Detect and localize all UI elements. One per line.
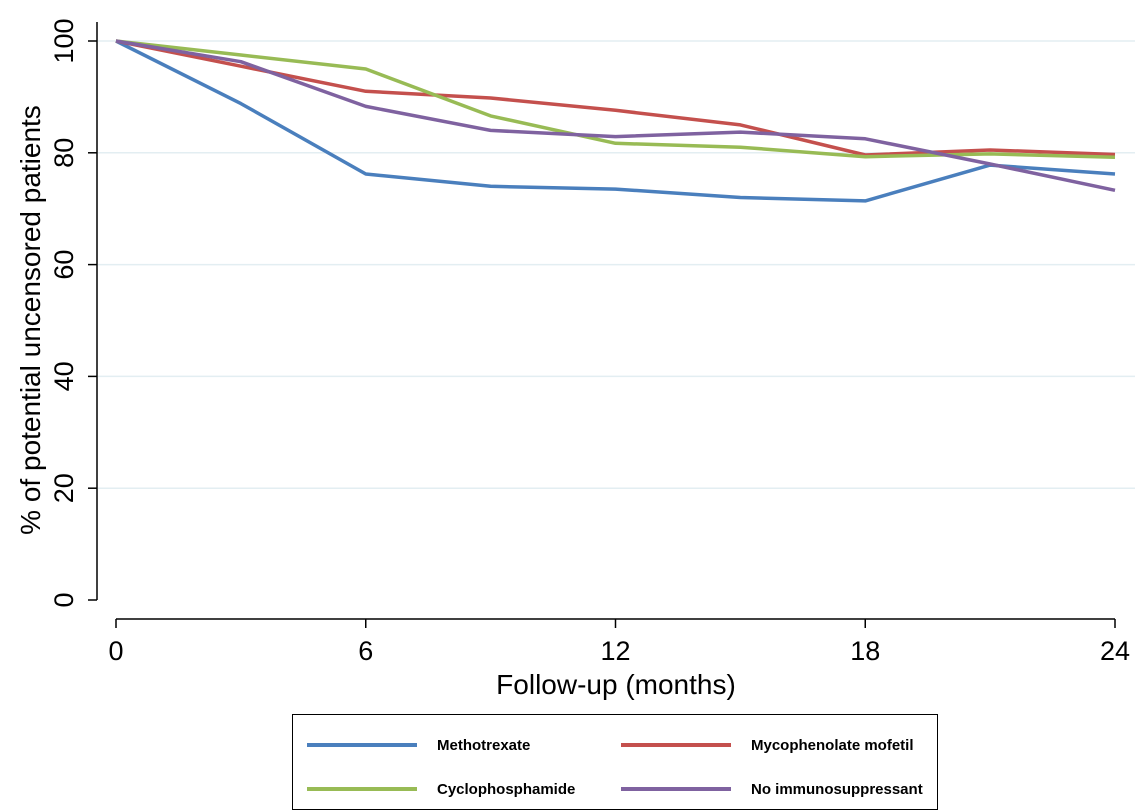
legend-swatch xyxy=(621,743,731,747)
y-tick-label: 20 xyxy=(49,473,79,503)
legend-label: No immunosuppressant xyxy=(751,780,923,798)
series-line-cyclophosphamide xyxy=(115,39,1116,160)
x-tick-label: 6 xyxy=(358,636,373,666)
series-lines xyxy=(115,39,1116,203)
y-tick-label: 100 xyxy=(49,18,79,63)
legend-swatch xyxy=(307,743,417,747)
x-tick-label: 18 xyxy=(850,636,880,666)
legend-item: Methotrexate xyxy=(307,735,530,755)
series-line-mycophenolate-mofetil xyxy=(115,39,1116,157)
legend-item: Cyclophosphamide xyxy=(307,779,575,799)
legend-label: Mycophenolate mofetil xyxy=(751,736,914,754)
series-line-no-immunosuppressant xyxy=(115,39,1116,193)
legend: Methotrexate Mycophenolate mofetil Cycloph… xyxy=(292,714,938,810)
x-tick-label: 0 xyxy=(108,636,123,666)
legend-swatch xyxy=(307,787,417,791)
legend-item: No immunosuppressant xyxy=(621,779,923,799)
x-axis-title: Follow-up (months) xyxy=(496,669,736,700)
ticks: 0 20 40 60 80 100 0 6 12 18 24 xyxy=(49,18,1130,666)
legend-label: Cyclophosphamide xyxy=(437,780,576,798)
axes xyxy=(96,22,1115,620)
y-tick-label: 0 xyxy=(49,592,79,607)
x-tick-label: 24 xyxy=(1100,636,1130,666)
y-axis-title: % of potential uncensored patients xyxy=(15,105,46,535)
series-line-methotrexate xyxy=(115,39,1116,203)
y-tick-label: 40 xyxy=(49,361,79,391)
x-tick-label: 12 xyxy=(600,636,630,666)
y-tick-label: 60 xyxy=(49,250,79,280)
legend-label: Methotrexate xyxy=(437,736,531,754)
legend-item: Mycophenolate mofetil xyxy=(621,735,914,755)
y-tick-label: 80 xyxy=(49,138,79,168)
gridlines xyxy=(98,40,1135,489)
legend-swatch xyxy=(621,787,731,791)
